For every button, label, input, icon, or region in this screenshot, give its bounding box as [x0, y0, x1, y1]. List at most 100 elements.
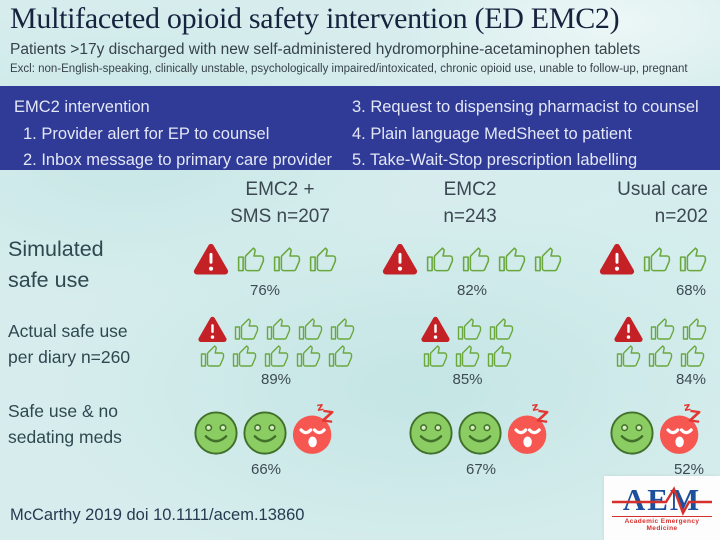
warning-icon — [193, 243, 229, 275]
svg-text:Z: Z — [320, 407, 335, 427]
thumb-up-icon — [426, 246, 454, 271]
row-label-line: Safe use & no — [8, 401, 118, 421]
column-header-emc2: EMC2 n=243 — [400, 176, 540, 230]
citation-text: McCarthy 2019 doi 10.1111/acem.13860 — [10, 506, 305, 524]
row-label-line: sedating meds — [8, 427, 122, 447]
thumb-up-icon — [650, 318, 675, 340]
aem-logo-inner: AEM Academic Emergency Medicine — [612, 481, 712, 532]
thumb-up-icon — [266, 318, 290, 340]
row-label-safe-use-no-sedating: Safe use & no sedating meds — [8, 398, 122, 450]
percent-label: 84% — [675, 371, 706, 388]
icon-line — [197, 316, 356, 344]
page-title: Multifaceted opioid safety intervention … — [10, 2, 620, 35]
thumb-up-icon — [423, 345, 448, 367]
percent-label: 66% — [250, 461, 282, 478]
svg-text:Z: Z — [687, 407, 702, 427]
thumb-up-icon — [616, 345, 641, 367]
row-label-line: Simulated — [8, 237, 104, 261]
intervention-right-column: 3. Request to dispensing pharmacist to c… — [352, 94, 706, 170]
thumb-up-icon — [679, 246, 707, 271]
aem-logo: AEM Academic Emergency Medicine — [604, 476, 720, 540]
intervention-item-2: 2. Inbox message to primary care provide… — [23, 151, 333, 169]
thumb-up-icon — [200, 345, 224, 367]
icon-line: z Z — [609, 400, 706, 456]
heartbeat-line-icon — [612, 486, 712, 516]
percent-label: 67% — [465, 461, 497, 478]
column-header-line: EMC2 + — [245, 179, 315, 200]
thumb-up-icon — [309, 246, 337, 271]
percent-label: 82% — [456, 282, 488, 299]
pictograph-cell-r2c1: 89% — [182, 316, 370, 388]
icon-line — [613, 316, 708, 344]
intervention-heading: EMC2 intervention — [14, 98, 150, 116]
icon-line — [420, 316, 515, 344]
icon-line: z Z — [408, 400, 554, 456]
pictograph-cell-r3c1: z Z 66% — [190, 400, 342, 478]
exclusions-text: Excl: non-English-speaking, clinically u… — [10, 63, 688, 75]
percent-label: 85% — [452, 371, 483, 388]
thumb-up-icon — [487, 345, 512, 367]
thumb-up-icon — [273, 246, 301, 271]
intervention-banner: EMC2 intervention 1. Provider alert for … — [0, 86, 720, 170]
thumb-up-icon — [534, 246, 562, 271]
happy-face-icon — [610, 411, 654, 455]
warning-icon — [614, 316, 643, 342]
thumb-up-icon — [264, 345, 288, 367]
intervention-item-5: 5. Take-Wait-Stop prescription labelling — [352, 151, 638, 169]
thumb-up-icon — [457, 318, 482, 340]
aem-acronym: AEM — [622, 481, 702, 517]
pictograph-cell-r2c2: 85% — [405, 316, 530, 388]
column-header-line: n=202 — [654, 206, 708, 227]
sleepy-face-icon: z Z — [507, 400, 550, 454]
icon-line — [613, 345, 708, 369]
thumb-up-icon — [298, 318, 322, 340]
warning-icon — [197, 316, 227, 342]
pictograph-icons — [613, 316, 708, 370]
column-header-line: EMC2 — [443, 179, 497, 200]
pictograph-icons: z Z — [408, 400, 554, 456]
row-label-line: per diary n=260 — [8, 347, 131, 367]
warning-icon — [421, 316, 450, 342]
warning-icon — [382, 243, 418, 275]
percent-label: 76% — [249, 282, 281, 299]
row-label-line: safe use — [8, 268, 90, 292]
percent-label: 68% — [675, 282, 706, 299]
svg-text:z: z — [683, 400, 692, 414]
thumb-up-icon — [489, 318, 514, 340]
svg-text:z: z — [316, 400, 325, 414]
intervention-left-column: EMC2 intervention 1. Provider alert for … — [14, 94, 352, 170]
thumb-up-icon — [296, 345, 320, 367]
percent-label: 89% — [260, 371, 292, 388]
pictograph-cell-r1c3: 68% — [598, 243, 708, 299]
thumb-up-icon — [462, 246, 490, 271]
pictograph-cell-r1c2: 82% — [382, 243, 562, 299]
sleepy-face-icon: z Z — [659, 400, 702, 454]
pictograph-cell-r3c3: z Z 52% — [606, 400, 706, 478]
icon-line — [420, 345, 515, 369]
pictograph-icons — [197, 316, 356, 370]
icon-line — [197, 345, 356, 369]
happy-face-icon — [194, 411, 238, 455]
svg-text:z: z — [531, 400, 540, 414]
thumb-up-icon — [455, 345, 480, 367]
happy-face-icon — [409, 411, 453, 455]
thumb-up-icon — [682, 318, 707, 340]
happy-face-icon — [458, 411, 502, 455]
thumb-up-icon — [234, 318, 258, 340]
icon-line — [598, 243, 708, 277]
thumb-up-icon — [498, 246, 526, 271]
column-header-emc2-sms: EMC2 + SMS n=207 — [200, 176, 360, 230]
column-header-line: n=243 — [443, 206, 497, 227]
column-header-line: Usual care — [617, 179, 708, 200]
thumb-up-icon — [648, 345, 673, 367]
pictograph-icons: z Z — [609, 400, 706, 456]
row-label-actual-safe-use: Actual safe use per diary n=260 — [8, 318, 130, 370]
intervention-item-3: 3. Request to dispensing pharmacist to c… — [352, 98, 699, 116]
pictograph-icons — [420, 316, 515, 370]
svg-text:Z: Z — [535, 407, 550, 427]
sleepy-face-icon: z Z — [292, 400, 335, 454]
thumb-up-icon — [232, 345, 256, 367]
row-label-simulated-safe-use: Simulated safe use — [8, 234, 104, 296]
percent-label: 52% — [673, 461, 704, 478]
